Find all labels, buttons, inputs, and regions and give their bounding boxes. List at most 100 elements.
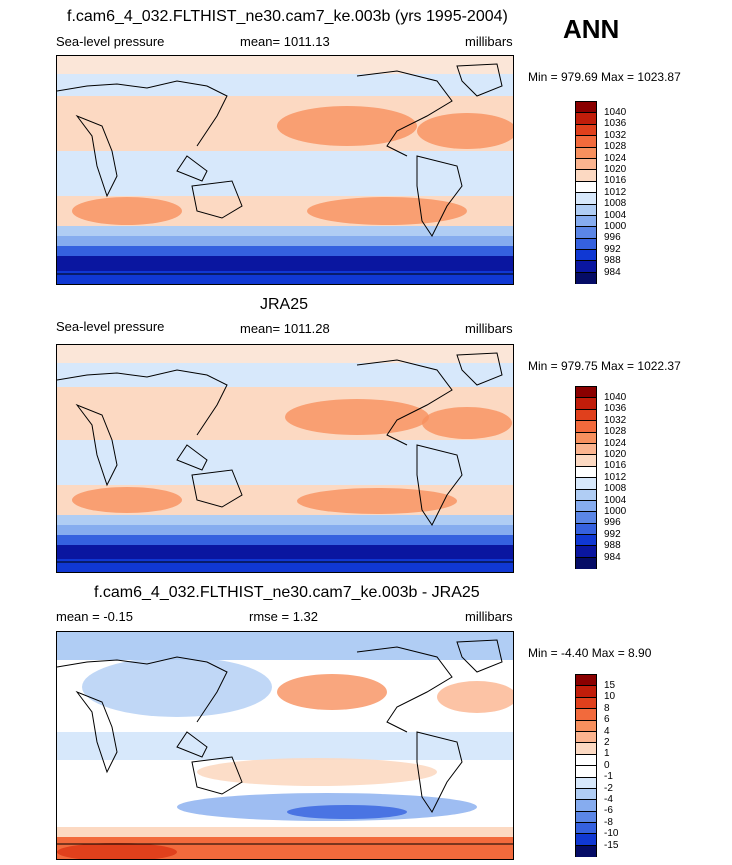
colorbar-tick-label: 1020 (604, 449, 627, 460)
colorbar-tick-label: 988 (604, 255, 621, 267)
colorbar-tick-label: 984 (604, 266, 621, 278)
colorbar-tick-label: 1008 (604, 198, 627, 210)
colorbar-swatch (576, 686, 596, 698)
colorbar-swatch (576, 697, 596, 710)
colorbar-tick-label: 8 (604, 702, 610, 714)
colorbar-tick-label: 1000 (604, 506, 627, 517)
australia-coast (191, 469, 243, 508)
antarctic-peak (57, 843, 177, 859)
panel-3-map-svg (57, 632, 513, 859)
arctic-band (57, 56, 513, 78)
colorbar-swatch (576, 432, 596, 444)
colorbar-tick-label: 1032 (604, 129, 627, 141)
colorbar-swatch (576, 102, 596, 114)
season-label: ANN (563, 14, 620, 44)
band-1000 (57, 236, 513, 246)
colorbar-swatch (576, 800, 596, 812)
eurasia-coast (57, 369, 228, 436)
coastlines (57, 63, 513, 275)
southeast-asia-coast (176, 155, 208, 182)
coastlines (57, 639, 513, 845)
colorbar-swatch (576, 204, 596, 216)
south-america-coast (416, 444, 463, 526)
colorbar-tick-label: 1016 (604, 175, 627, 187)
colorbar-tick-label: 2 (604, 737, 610, 748)
colorbar-swatch (576, 731, 596, 744)
colorbar-tick-label: 1 (604, 748, 610, 760)
colorbar-tick-label: 1040 (604, 392, 627, 403)
colorbar-swatch (576, 500, 596, 513)
band-1000 (57, 525, 513, 535)
panel-1-units-label: millibars (465, 34, 513, 49)
colorbar-swatch (576, 788, 596, 801)
colorbar-tick-label: 15 (604, 680, 616, 691)
colorbar-swatch (576, 512, 596, 524)
panel-3-units-label: millibars (465, 609, 513, 624)
colorbar-tick-label: 1008 (604, 483, 627, 495)
panel-2-title: JRA25 (260, 296, 309, 313)
panel-1-map-svg (57, 56, 513, 284)
colorbar-swatch (576, 709, 596, 721)
africa-coast (75, 403, 118, 487)
panel-1-title: f.cam6_4_032.FLTHIST_ne30.cam7_ke.003b (… (67, 8, 508, 25)
subpolar-low-band (57, 74, 513, 96)
panel-2-map (56, 344, 514, 573)
arctic-band (57, 345, 513, 365)
colorbar-swatch (576, 421, 596, 433)
colorbar-tick-label: 1000 (604, 221, 627, 232)
panel-2-variable-label: Sea-level pressure (56, 319, 165, 334)
band-992 (57, 535, 513, 545)
colorbar-swatch (576, 489, 596, 501)
coastlines (57, 352, 513, 563)
south-pacific-high (307, 197, 467, 225)
colorbar-swatch (576, 443, 596, 456)
colorbar-swatch (576, 113, 596, 125)
panel-1-colorbar (575, 101, 597, 285)
southeast-asia-coast (176, 444, 208, 471)
colorbar-tick-label: 1036 (604, 118, 627, 130)
colorbar-tick-label: -8 (604, 816, 613, 828)
panel-2-map-svg (57, 345, 513, 572)
panel-1-mean-label: mean= 1011.13 (240, 34, 330, 49)
colorbar-tick-label: 1016 (604, 460, 627, 472)
panel-3-title: f.cam6_4_032.FLTHIST_ne30.cam7_ke.003b -… (94, 584, 480, 601)
eurasia-negative (82, 657, 272, 717)
colorbar-tick-label: -1 (604, 771, 613, 783)
south-indian-high (72, 197, 182, 225)
colorbar-swatch (576, 720, 596, 732)
colorbar-swatch (576, 136, 596, 148)
colorbar-tick-label: 1028 (604, 141, 627, 153)
greenland-coast (456, 63, 503, 97)
atlantic-high (417, 113, 513, 149)
panel-2-units-label: millibars (465, 321, 513, 336)
band-992 (57, 246, 513, 256)
colorbar-tick-label: 992 (604, 528, 621, 540)
panel-3-minmax: Min = -4.40 Max = 8.90 (528, 646, 652, 660)
south-pacific-high (297, 488, 457, 514)
colorbar-swatch (576, 834, 596, 846)
south-indian-high (72, 487, 182, 513)
southern-ocean-strong-negative (287, 805, 407, 819)
colorbar-tick-label: 988 (604, 540, 621, 552)
colorbar-tick-label: 1032 (604, 414, 627, 426)
colorbar-swatch (576, 523, 596, 536)
colorbar-swatch (576, 823, 596, 835)
colorbar-tick-label: 1012 (604, 471, 627, 483)
colorbar-tick-label: 1036 (604, 403, 627, 415)
north-atlantic-positive (437, 681, 513, 713)
colorbar-swatch (576, 261, 596, 273)
colorbar-swatch (576, 215, 596, 228)
colorbar-tick-label: 992 (604, 243, 621, 255)
colorbar-swatch (576, 398, 596, 410)
colorbar-tick-label: 1024 (604, 152, 627, 164)
colorbar-swatch (576, 811, 596, 824)
greenland-coast (456, 352, 503, 386)
arctic-negative-band (57, 632, 513, 660)
colorbar-tick-label: 0 (604, 759, 610, 771)
colorbar-swatch (576, 158, 596, 171)
colorbar-swatch (576, 272, 596, 285)
colorbar-tick-label: 1004 (604, 494, 627, 506)
antarctic-band (57, 271, 513, 284)
colorbar-swatch (576, 455, 596, 467)
colorbar-tick-label: 4 (604, 725, 610, 737)
